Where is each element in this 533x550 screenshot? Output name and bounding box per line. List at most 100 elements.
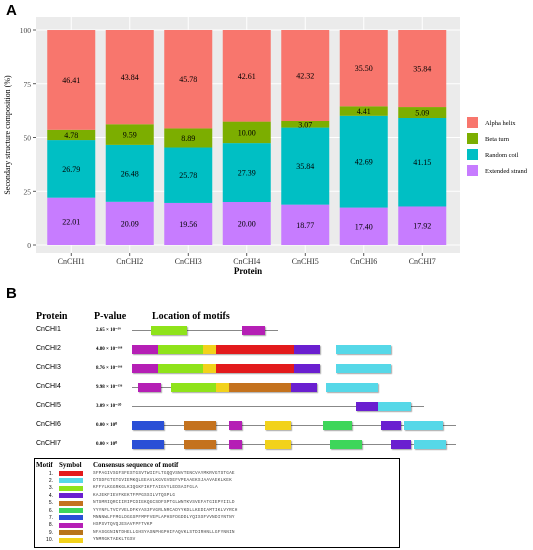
motif-block [216, 364, 294, 373]
motif-block [151, 326, 188, 335]
bar-segment [47, 30, 96, 130]
motif-table-number: 4. [48, 492, 53, 499]
motif-table-number: 6. [48, 507, 53, 514]
data-label: 17.40 [355, 222, 373, 231]
data-label: 26.79 [62, 165, 80, 174]
data-label: 42.69 [355, 158, 373, 167]
motif-block [157, 364, 204, 373]
motif-consensus-sequence: NFASGGNINTDHELLGHSYASNPHGPHIFAQVKLSTDIRH… [93, 529, 235, 535]
motif-table-number: 5. [48, 500, 53, 507]
sequence-line [132, 330, 278, 331]
motif-consensus-sequence: KFFYLKGGRKGLKIQGKFIKFTAIGVYLEDSAIFGLA [93, 485, 198, 491]
y-tick-label: 75 [24, 80, 32, 89]
motif-row-pvalue: 0.00 × 10⁰ [96, 442, 118, 447]
sequence-line [132, 444, 456, 445]
motif-block [203, 345, 217, 354]
motif-consensus-sequence: YYYNFLTVCYVELDFKYAS3FVGRLNRCADYYKDLLKEDI… [93, 507, 238, 513]
x-tick-label: CnCHI2 [116, 257, 143, 266]
data-label: 45.78 [179, 75, 197, 84]
bar-segment [398, 117, 447, 207]
motif-block [391, 440, 411, 449]
motif-row-protein: CnCHI4 [36, 383, 61, 390]
y-tick-label: 50 [24, 134, 32, 143]
panel-b-label: B [6, 285, 17, 302]
bar-segment [164, 202, 213, 245]
bars: 22.01 26.79 4.78 46.41 20.09 26.48 9.59 43.84 19… [47, 29, 447, 245]
x-axis: CnCHI1 CnCHI2 CnCHI3 CnCHI4 CnCHI5 CnCHI6 CnCH… [58, 253, 436, 266]
stacked-bar-chart: 22.01 26.79 4.78 46.41 20.09 26.48 9.59 43.84 19… [3, 17, 528, 276]
motif-symbol [59, 485, 83, 491]
bar-segment [339, 30, 388, 107]
motif-block [229, 421, 243, 430]
motif-block [355, 402, 379, 411]
motif-block [132, 345, 158, 354]
bar-segment [105, 144, 154, 202]
bar-segment [164, 128, 213, 148]
motif-symbol [59, 530, 83, 536]
bar-segment [281, 30, 330, 121]
motif-symbol [59, 500, 83, 506]
motif-consensus-sequence: SFPAGIVSGFSFESTGSVTWIIFLTGQQVSNVTENCVAYM… [93, 470, 235, 476]
bar-segment [47, 129, 96, 141]
location-column-header: Location of motifs [152, 311, 230, 322]
sequence-header: Consensus sequence of motif [93, 461, 179, 469]
data-label: 41.15 [413, 158, 431, 167]
motif-row-protein: CnCHI2 [36, 345, 61, 352]
data-label: 9.59 [123, 131, 137, 140]
motif-row-protein: CnCHI5 [36, 402, 61, 409]
data-label: 25.78 [179, 171, 197, 180]
motif-block [170, 383, 217, 392]
motif-block [294, 345, 320, 354]
motif-consensus-sequence: KAJEKFIEVFKEKTFPPGSSILVTQSPLG [93, 492, 176, 498]
y-axis-label: Secondary structure composition (%) [3, 75, 12, 195]
data-label: 22.01 [62, 217, 80, 226]
bar-segment [164, 29, 213, 129]
bar-segment [222, 30, 271, 122]
bar-segment [398, 30, 447, 108]
motif-block [242, 326, 265, 335]
data-label: 10.00 [238, 128, 256, 137]
legend-label: Extended strand [485, 168, 528, 175]
data-label: 18.77 [296, 221, 314, 230]
motif-consensus-sequence: HSPSVTQVQJESAVFPFTVKP [93, 522, 153, 528]
legend-swatch [467, 133, 478, 144]
bar-segment [164, 147, 213, 203]
motif-block [229, 383, 291, 392]
motif-block [329, 440, 363, 449]
motif-row-pvalue: 0.00 × 10⁰ [96, 423, 118, 428]
symbol-header: Symbol [59, 461, 82, 469]
motif-symbol [59, 471, 83, 476]
data-label: 42.61 [238, 72, 256, 81]
motif-table-number: 1. [48, 470, 53, 477]
motif-block [336, 345, 392, 354]
motif-block [381, 421, 401, 430]
data-label: 42.32 [296, 71, 314, 80]
data-label: 27.39 [238, 169, 256, 178]
motif-consensus-sequence: DTSDFGTGTGVIEMKQLEEAVLKGVGVDEFVPEAAEKSJA… [93, 477, 232, 483]
motif-block [336, 364, 392, 373]
data-label: 5.09 [415, 109, 429, 118]
motif-row-protein: CnCHI1 [36, 326, 61, 333]
motif-block [183, 440, 217, 449]
motif-block [157, 345, 204, 354]
motif-block [132, 421, 165, 430]
bar-segment [281, 120, 330, 128]
legend-label: Beta turn [485, 136, 510, 143]
data-label: 20.09 [121, 219, 139, 228]
motif-block [264, 421, 291, 430]
motif-row-protein: CnCHI7 [36, 440, 61, 447]
motif-block [132, 364, 158, 373]
motif-symbol [59, 493, 83, 499]
bar-segment [47, 140, 96, 198]
data-label: 8.89 [181, 134, 195, 143]
bar-segment [47, 197, 96, 245]
bar-segment [105, 124, 154, 145]
motif-block [378, 402, 411, 411]
motif-block [216, 345, 294, 354]
x-axis-label: Protein [234, 266, 262, 276]
bar-segment [281, 127, 330, 205]
motif-symbol [59, 522, 83, 528]
legend-label: Alpha helix [485, 120, 516, 127]
motif-block [294, 364, 320, 373]
motif-table-number: 8. [48, 522, 53, 529]
